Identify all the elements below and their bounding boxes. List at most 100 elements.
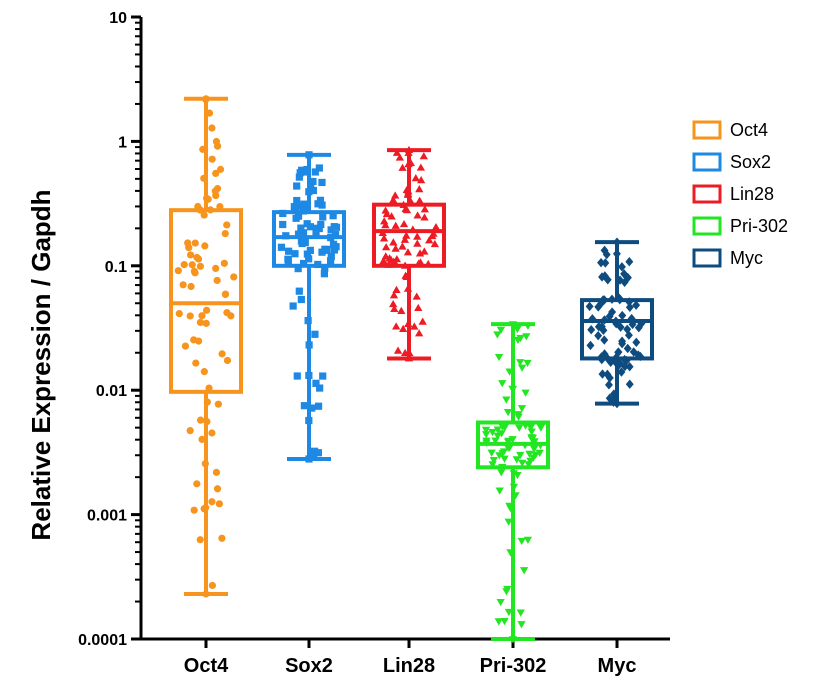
data-point [412, 292, 421, 300]
data-point [614, 347, 623, 358]
data-point [329, 240, 338, 248]
data-point [191, 239, 199, 247]
data-point [594, 330, 603, 341]
data-point [317, 220, 325, 229]
data-point [600, 335, 609, 345]
data-point [526, 424, 535, 432]
data-point [295, 173, 303, 181]
data-point [587, 325, 596, 335]
data-point [296, 169, 304, 177]
data-point [320, 270, 328, 278]
data-point [399, 324, 408, 333]
data-point [414, 303, 423, 312]
data-point [420, 213, 429, 221]
data-point [517, 364, 527, 372]
data-point [300, 402, 308, 410]
data-point [389, 257, 398, 265]
data-point [497, 469, 506, 477]
data-point [419, 152, 428, 160]
data-point [504, 437, 513, 445]
data-point [196, 318, 205, 326]
data-point [299, 229, 308, 237]
data-point [600, 271, 609, 281]
data-point [215, 500, 223, 508]
data-point [494, 353, 504, 362]
legend-label: Myc [730, 248, 763, 268]
data-point [623, 343, 632, 354]
data-point [413, 232, 422, 240]
data-point [293, 372, 301, 380]
data-point [213, 184, 222, 193]
data-point [315, 164, 323, 172]
data-point [187, 282, 195, 291]
data-point [616, 322, 625, 332]
data-point [523, 536, 533, 544]
data-point [618, 336, 627, 346]
legend-item-pri-302: Pri-302 [692, 216, 788, 236]
data-point [516, 334, 525, 343]
data-point [277, 243, 286, 251]
data-point [601, 258, 610, 268]
data-point [314, 402, 323, 410]
data-point [503, 408, 513, 417]
legend-swatch [692, 120, 722, 140]
data-point [203, 306, 211, 314]
y-axis: 10 1 0.1 0.01 0.001 0.0001 [78, 10, 143, 649]
data-point [503, 444, 513, 452]
data-point [495, 487, 504, 495]
data-point [516, 609, 525, 617]
data-point [212, 468, 221, 476]
data-point [625, 379, 634, 389]
data-point [389, 195, 398, 204]
data-point [488, 429, 497, 437]
data-point [387, 212, 396, 220]
data-point [299, 259, 308, 268]
data-point [327, 252, 335, 261]
legend-label: Pri-302 [730, 216, 788, 236]
data-point [221, 229, 229, 238]
data-point [608, 307, 617, 317]
data-point [523, 359, 532, 368]
iqr-box [169, 208, 243, 394]
plot-area: 10 1 0.1 0.01 0.001 0.0001 Oct4 Sox2 Lin28 Pri-3… [78, 10, 670, 677]
data-point [285, 247, 293, 255]
data-point [293, 182, 301, 190]
data-point [527, 428, 536, 436]
data-point [500, 424, 509, 432]
data-point [227, 312, 235, 320]
data-point [214, 400, 222, 408]
legend-item-sox2: Sox2 [692, 152, 771, 172]
y-tick-label: 0.1 [105, 259, 127, 276]
data-point [527, 434, 536, 442]
data-point [399, 219, 409, 228]
data-point [314, 200, 322, 208]
data-point [598, 369, 607, 379]
data-point [617, 367, 626, 377]
data-point [297, 295, 305, 304]
y-axis-title: Relative Expression / Gapdh [26, 189, 56, 540]
data-point [330, 223, 338, 231]
data-point [208, 429, 216, 437]
legend-item-myc: Myc [692, 248, 763, 268]
data-point [605, 373, 614, 383]
data-point [415, 196, 424, 204]
data-point [606, 357, 615, 367]
data-point [416, 175, 426, 184]
box-myc [580, 237, 654, 409]
data-point [415, 185, 424, 193]
data-point [381, 221, 390, 229]
data-point [175, 310, 183, 318]
data-point [504, 608, 514, 617]
data-point [597, 258, 605, 268]
data-point [586, 340, 595, 351]
data-point [594, 322, 603, 332]
data-point [323, 246, 331, 254]
y-tick-label: 1 [118, 134, 127, 151]
data-point [514, 413, 523, 421]
data-point [603, 275, 612, 285]
data-point [516, 359, 525, 367]
data-point [398, 163, 407, 171]
data-point [213, 485, 222, 493]
data-point [310, 450, 318, 458]
data-point [308, 404, 316, 412]
